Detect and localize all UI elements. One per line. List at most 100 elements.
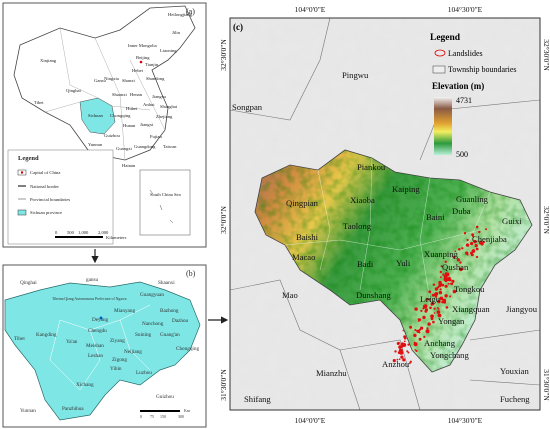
landslide: [440, 265, 443, 268]
place-label: Xinjiang: [40, 58, 57, 63]
place-label: Beijing: [136, 55, 150, 60]
place-label: Kangding: [36, 332, 57, 338]
landslide: [438, 284, 442, 288]
scale-label: 2,000: [98, 230, 109, 236]
landslide: [485, 228, 488, 231]
landslide: [478, 240, 483, 245]
sichuan-highlight: [79, 97, 116, 135]
landslide: [396, 358, 399, 361]
landslide: [454, 250, 457, 252]
landslide: [414, 307, 418, 311]
scale-label: 75: [150, 414, 154, 419]
landslide: [441, 283, 445, 287]
landslide: [463, 232, 467, 235]
place-label: Xichang: [76, 382, 94, 388]
place-label: Luzhou: [136, 370, 152, 376]
landslide: [439, 296, 444, 301]
landslide: [437, 313, 442, 318]
place-label: Yibin: [110, 366, 122, 372]
place-label: Guangxi: [116, 146, 133, 151]
place-label: Duba: [452, 206, 471, 216]
landslide: [459, 261, 462, 264]
coord-label: 32°0'0"N: [542, 206, 550, 234]
place-label: Hebei: [132, 68, 144, 73]
panel-c: (c) 104°0'0"E 104°30'0"E 104°0'0"E 104°3…: [219, 5, 550, 425]
place-label: Chengdu: [88, 328, 107, 334]
landslide: [434, 292, 439, 296]
scale-label: Kilometers: [106, 235, 127, 240]
landslide: [427, 322, 431, 326]
landslide: [409, 325, 413, 329]
place-label: Mianzhu: [316, 368, 347, 378]
landslide: [418, 331, 421, 334]
landslide: [475, 255, 479, 259]
landslide: [482, 241, 485, 244]
place-label: Yuli: [396, 258, 411, 268]
elevation-ramp: [434, 97, 452, 155]
south-china-sea-inset: [139, 169, 191, 236]
landslide: [449, 295, 452, 298]
legend-item: Township boundaries: [448, 65, 517, 74]
landslide: [442, 273, 445, 276]
landslide: [444, 260, 447, 263]
place-label: Xiangquan: [452, 304, 490, 314]
landslide: [420, 326, 424, 330]
landslide: [465, 251, 469, 255]
place-label: Suining: [135, 332, 152, 338]
place-label: Guangdong: [134, 144, 156, 149]
place-label: Meishan: [86, 343, 104, 349]
scale-label: Km: [184, 408, 191, 413]
place-label: Guangyuan: [140, 292, 164, 298]
place-label: Jiangxi: [140, 122, 154, 127]
coord-label: 104°30'0"E: [448, 416, 483, 425]
scale-label: 150: [160, 414, 166, 419]
capital-marker: [139, 60, 143, 64]
place-label: Kaiping: [392, 184, 420, 194]
scale-label: 500: [67, 230, 75, 235]
landslide: [425, 329, 430, 334]
place-label: Yongchang: [430, 350, 469, 360]
china-outline: [13, 5, 196, 161]
place-label: Xiaoba: [350, 195, 375, 205]
place-label: Guanling: [456, 194, 489, 204]
place-label: Jiangsu: [152, 94, 166, 99]
landslide: [452, 289, 457, 294]
place-label: Neijiang: [124, 349, 142, 355]
landslide: [407, 351, 410, 354]
legend: Legend Landslides Township boundaries El…: [430, 33, 517, 159]
place-label: Hainan: [122, 163, 136, 168]
landslide: [461, 247, 464, 250]
landslide: [423, 304, 428, 309]
scale-label: 0: [55, 230, 58, 235]
landslide: [439, 288, 442, 291]
landslides: [392, 225, 488, 365]
panel-label: (a): [186, 7, 195, 16]
landslide: [406, 350, 409, 353]
place-label: Anchang: [424, 338, 456, 348]
scale-bar: [140, 410, 180, 412]
place-label: Heilongjiang: [168, 12, 193, 17]
panel-label: (c): [233, 22, 243, 32]
landslide: [439, 270, 442, 274]
landslide: [400, 355, 404, 359]
place-label: Gansu: [94, 78, 106, 83]
place-label: Tianjin: [145, 62, 159, 67]
place-label: Leigu: [420, 294, 441, 304]
place-label: Fucheng: [500, 394, 530, 404]
legend-item: Capital of China: [30, 170, 60, 175]
place-label: Piankou: [357, 162, 386, 172]
place-label: Yunnan: [20, 408, 36, 414]
landslide: [422, 307, 425, 310]
landslide: [408, 362, 411, 365]
landslide: [475, 247, 479, 251]
place-label: Shanghai: [160, 104, 178, 109]
place-label: Guang'an: [160, 332, 180, 338]
landslide: [432, 283, 436, 286]
landslide: [413, 342, 418, 347]
coord-label: 32°30'0"N: [219, 39, 228, 71]
landslide: [394, 350, 397, 353]
landslide: [400, 342, 405, 347]
place-label: Tibet: [34, 100, 44, 105]
terrain-texture: [255, 150, 532, 372]
place-label: Baishi: [296, 232, 319, 242]
